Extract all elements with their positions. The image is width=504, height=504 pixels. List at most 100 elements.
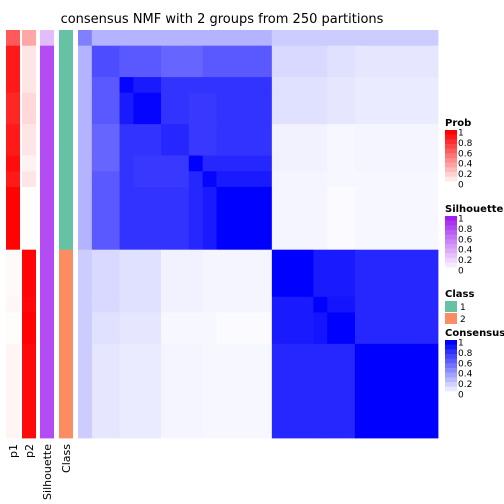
consensus-cell-4-7 [216,124,273,156]
annotation-cell-p1-1 [6,45,20,78]
consensus-cell-4-9 [313,124,328,156]
consensus-cell-10-0 [78,312,93,345]
annotation-cell-silhouette-6 [40,171,54,188]
annotation-cell-p1-11 [6,343,20,439]
consensus-cell-2-8 [271,77,314,94]
consensus-legend-tick-5: 0 [458,391,464,401]
annotation-cell-p1-10 [6,312,20,345]
annotation-cell-p2-9 [22,296,36,313]
annotation-cell-p1-0 [6,30,20,47]
consensus-legend-swatch-2 [445,349,457,355]
consensus-cell-0-10 [327,30,356,47]
consensus-cell-7-8 [271,186,314,251]
annotation-cell-class-0 [59,30,73,47]
consensus-cell-2-10 [327,77,356,94]
annotation-cell-p1-3 [6,92,20,125]
consensus-cell-7-1 [91,186,120,251]
annotation-cell-class-11 [59,343,73,439]
consensus-cell-9-2 [119,296,134,313]
class-legend-label-1: 1 [460,303,466,313]
consensus-cell-2-7 [216,77,273,94]
annotation-cell-class-2 [59,77,73,94]
annotation-cell-class-10 [59,312,73,345]
consensus-cell-1-2 [119,45,134,78]
consensus-legend-swatch-4 [445,358,457,364]
annotation-cell-p1-6 [6,171,20,188]
consensus-cell-9-6 [202,296,217,313]
annotation-cell-class-3 [59,92,73,125]
consensus-cell-10-10 [327,312,356,345]
consensus-cell-11-7 [216,343,273,439]
consensus-legend-tick-3: 0.4 [458,370,473,380]
annotation-cell-p2-11 [22,343,36,439]
consensus-cell-3-7 [216,92,273,125]
consensus-cell-9-9 [313,296,328,313]
consensus-cell-11-0 [78,343,93,439]
consensus-cell-2-4 [161,77,190,94]
consensus-cell-9-5 [188,296,204,313]
annotation-cell-p1-7 [6,186,20,251]
annotation-cell-silhouette-4 [40,124,54,156]
consensus-legend-swatch-7 [445,372,457,378]
prob-legend-tick-2: 0.6 [458,149,473,159]
consensus-cell-4-11 [354,124,439,156]
consensus-cell-4-4 [161,124,190,156]
annotation-cell-p1-5 [6,155,20,172]
consensus-cell-0-0 [78,30,93,47]
consensus-cell-11-6 [202,343,217,439]
consensus-legend-title: Consensus [445,328,504,339]
consensus-cell-5-2 [119,155,134,172]
annotation-cell-p2-2 [22,77,36,94]
consensus-cell-3-1 [91,92,120,125]
consensus-cell-3-6 [202,92,217,125]
consensus-cell-6-11 [354,171,439,188]
consensus-cell-1-8 [271,45,314,78]
consensus-legend-tick-4: 0.2 [458,380,472,390]
consensus-legend-swatch-11 [445,391,457,397]
consensus-cell-2-6 [202,77,217,94]
consensus-cell-7-7 [216,186,273,251]
annotation-cell-p2-3 [22,92,36,125]
silhouette-legend-swatch-8 [445,253,457,259]
consensus-cell-9-4 [161,296,190,313]
consensus-cell-5-9 [313,155,328,172]
class-legend-title: Class [445,289,474,300]
consensus-legend-swatch-5 [445,363,457,369]
consensus-cell-11-11 [354,343,439,439]
silhouette-legend-tick-2: 0.6 [458,235,473,245]
annotation-cell-silhouette-5 [40,155,54,172]
consensus-legend-tick-0: 1 [458,339,464,349]
annotation-tracks [6,30,73,439]
consensus-cell-3-2 [119,92,134,125]
chart-title: consensus NMF with 2 groups from 250 par… [61,12,384,27]
consensus-cell-8-0 [78,249,93,298]
prob-legend-swatch-5 [445,153,457,159]
consensus-cell-8-5 [188,249,204,298]
annotation-cell-p1-4 [6,124,20,156]
silhouette-legend-swatch-2 [445,225,457,231]
consensus-cell-5-3 [133,155,162,172]
consensus-cell-8-4 [161,249,190,298]
track-label-3: Class [60,444,73,473]
consensus-cell-8-11 [354,249,439,298]
prob-legend-swatch-6 [445,158,457,163]
annotation-cell-p2-0 [22,30,36,47]
annotation-cell-class-5 [59,155,73,172]
consensus-cell-5-5 [188,155,204,172]
consensus-cell-0-8 [271,30,314,47]
consensus-cell-11-10 [327,343,356,439]
consensus-cell-1-11 [354,45,439,78]
consensus-cell-1-1 [91,45,120,78]
silhouette-legend-tick-1: 0.8 [458,225,473,235]
prob-legend-tick-0: 1 [458,129,464,139]
consensus-cell-7-4 [161,186,190,251]
consensus-cell-5-4 [161,155,190,172]
prob-legend-swatch-10 [445,176,457,182]
consensus-cell-9-0 [78,296,93,313]
consensus-cell-10-11 [354,312,439,345]
consensus-cell-8-9 [313,249,328,298]
consensus-cell-4-5 [188,124,204,156]
consensus-cell-6-7 [216,171,273,188]
silhouette-legend-swatch-10 [445,262,457,268]
